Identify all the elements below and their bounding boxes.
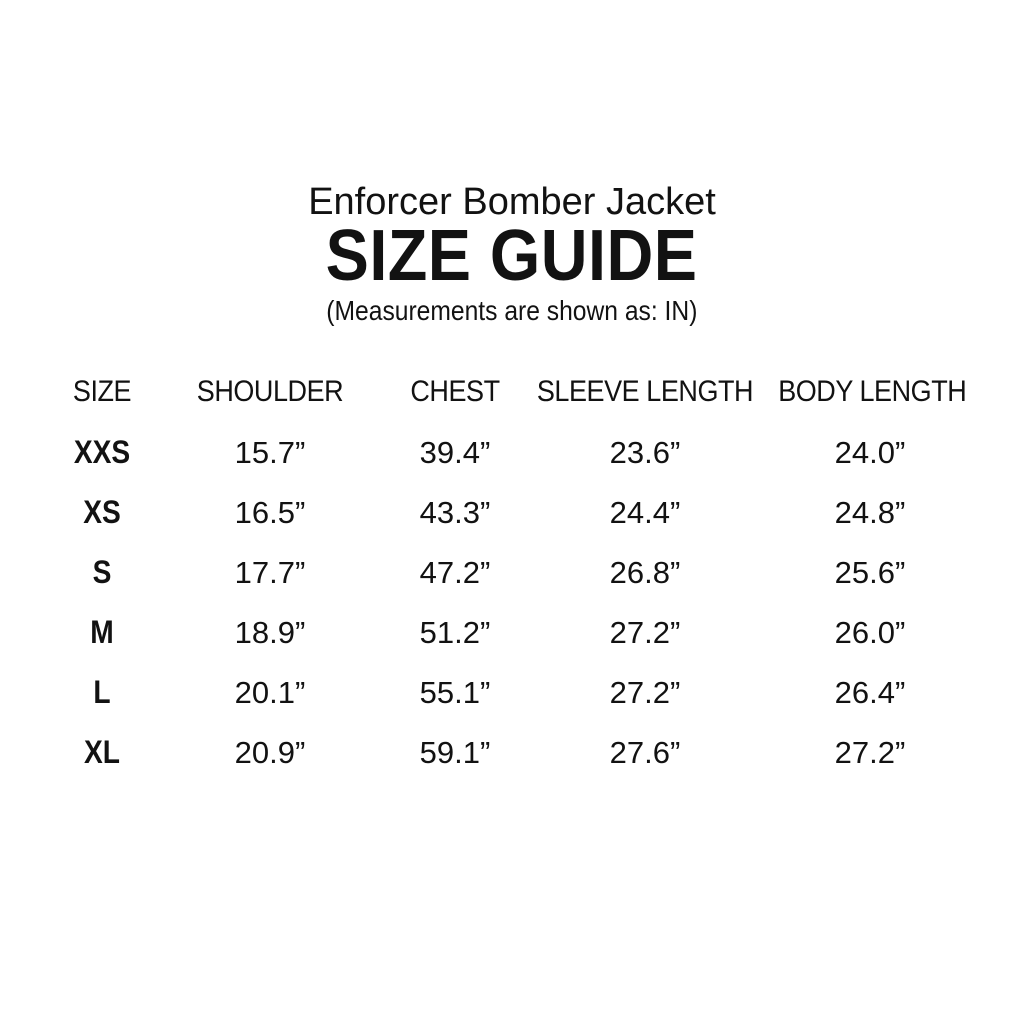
product-title: Enforcer Bomber Jacket: [308, 181, 716, 223]
body-length-value: 25.6”: [834, 554, 906, 590]
page-title: SIZE GUIDE: [0, 220, 1024, 292]
chest-value: 51.2”: [419, 614, 491, 650]
chest-value: 55.1”: [419, 674, 491, 710]
shoulder-value: 16.5”: [234, 494, 306, 530]
sleeve-length-value: 26.8”: [609, 554, 681, 590]
size-value: XXS: [73, 434, 131, 470]
size-value: XS: [83, 494, 121, 530]
measurement-units-note: (Measurements are shown as: IN): [0, 297, 1024, 325]
sleeve-length-value: 24.4”: [609, 494, 681, 530]
column-header-shoulder: SHOULDER: [196, 375, 344, 408]
table-row-xs: XS 16.5” 43.3” 24.4” 24.8”: [52, 482, 972, 542]
size-table: SIZE SHOULDER CHEST SLEEVE LENGTH BODY L…: [52, 362, 972, 782]
shoulder-value: 15.7”: [234, 434, 306, 470]
sleeve-length-value: 27.2”: [609, 674, 681, 710]
body-length-value: 26.0”: [834, 614, 906, 650]
chest-value: 47.2”: [419, 554, 491, 590]
body-length-value: 27.2”: [834, 734, 906, 770]
column-header-size: SIZE: [72, 375, 132, 408]
chest-value: 39.4”: [419, 434, 491, 470]
shoulder-value: 17.7”: [234, 554, 306, 590]
table-row-xxs: XXS 15.7” 39.4” 23.6” 24.0”: [52, 422, 972, 482]
shoulder-value: 18.9”: [234, 614, 306, 650]
column-header-sleeve-length: SLEEVE LENGTH: [536, 375, 754, 408]
sleeve-length-value: 23.6”: [609, 434, 681, 470]
shoulder-value: 20.9”: [234, 734, 306, 770]
table-header-row: SIZE SHOULDER CHEST SLEEVE LENGTH BODY L…: [52, 362, 972, 422]
body-length-value: 24.8”: [834, 494, 906, 530]
body-length-value: 24.0”: [834, 434, 906, 470]
table-row-s: S 17.7” 47.2” 26.8” 25.6”: [52, 542, 972, 602]
sleeve-length-value: 27.6”: [609, 734, 681, 770]
size-value: XL: [84, 734, 120, 770]
size-value: L: [93, 674, 111, 710]
column-header-chest: CHEST: [410, 375, 500, 408]
table-row-m: M 18.9” 51.2” 27.2” 26.0”: [52, 602, 972, 662]
table-row-l: L 20.1” 55.1” 27.2” 26.4”: [52, 662, 972, 722]
table-row-xl: XL 20.9” 59.1” 27.6” 27.2”: [52, 722, 972, 782]
chest-value: 43.3”: [419, 494, 491, 530]
body-length-value: 26.4”: [834, 674, 906, 710]
measurement-units-text: (Measurements are shown as: IN): [326, 295, 698, 326]
page-title-text: SIZE GUIDE: [326, 216, 698, 296]
size-value: S: [92, 554, 112, 590]
column-header-body-length: BODY LENGTH: [778, 375, 967, 408]
sleeve-length-value: 27.2”: [609, 614, 681, 650]
size-value: M: [90, 614, 114, 650]
shoulder-value: 20.1”: [234, 674, 306, 710]
chest-value: 59.1”: [419, 734, 491, 770]
